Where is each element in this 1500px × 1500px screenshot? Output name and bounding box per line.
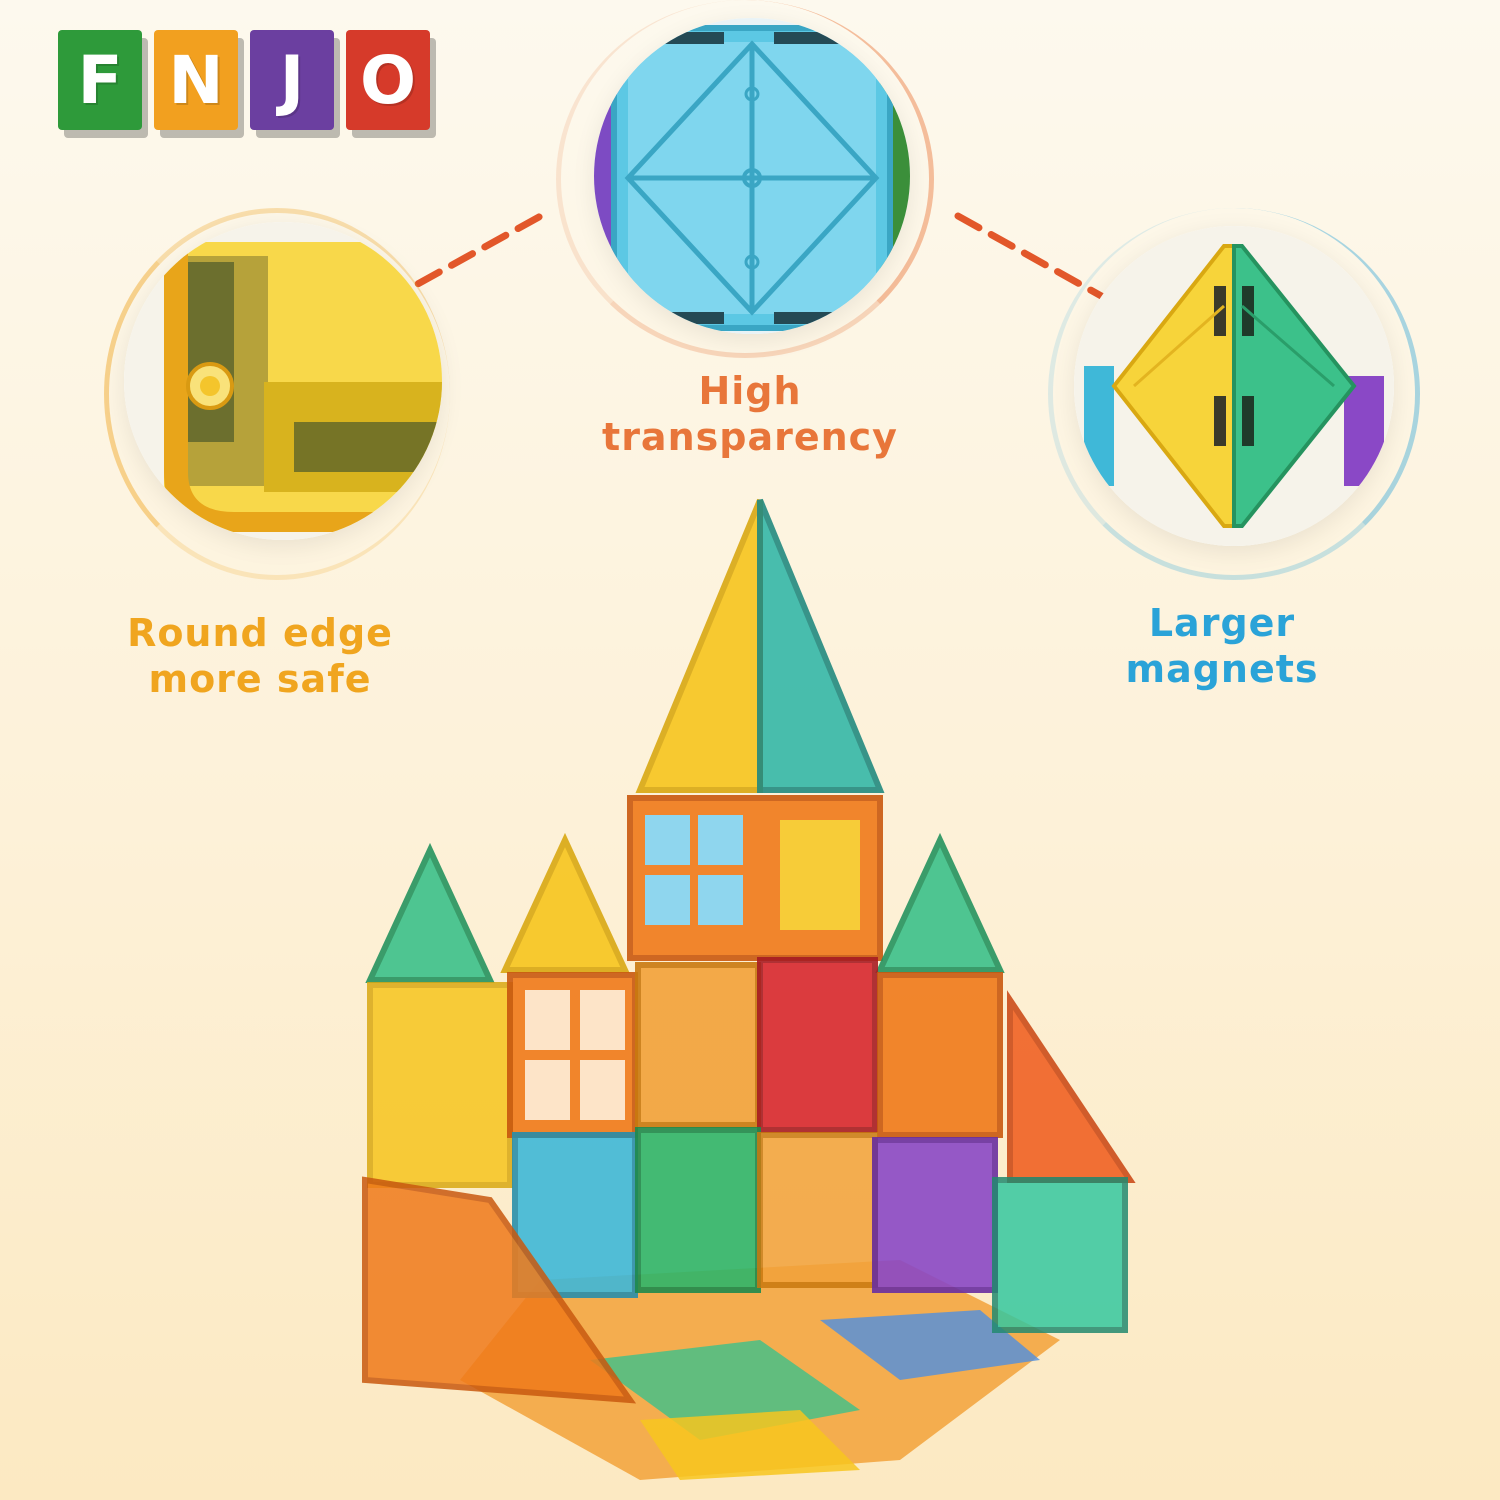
wall-red (757, 957, 878, 1133)
yellow-corner-image (124, 222, 442, 540)
connector-right (954, 212, 1116, 306)
magnets-ring (1048, 208, 1420, 580)
logo-letter-o: O (359, 41, 417, 119)
transparency-ring (556, 0, 934, 358)
wall-orange-low (757, 1132, 878, 1288)
wall-teal (992, 1177, 1128, 1333)
wall-window-1 (525, 990, 570, 1050)
pinnacle-left-2 (500, 832, 630, 973)
transparency-photo (594, 18, 910, 334)
pinnacle-left-1 (365, 842, 495, 983)
floor-tile-blue (820, 1310, 1040, 1380)
wall-window-2 (580, 990, 625, 1050)
logo-letter-f: F (77, 41, 123, 119)
logo-letter-n: N (168, 41, 224, 119)
wall-yellow (367, 982, 513, 1188)
magnet-tiles-image (1074, 226, 1394, 546)
feature-round-edge-line1: Round edge (127, 611, 393, 655)
pinnacle-right (875, 832, 1005, 973)
tower-yellow-panel (780, 820, 860, 930)
feature-transparency-line1: High (698, 369, 802, 413)
feature-magnets-line2: magnets (1125, 647, 1319, 691)
logo-block-o: O (346, 30, 430, 130)
feature-round-edge-line2: more safe (148, 657, 372, 701)
tower-window-1 (645, 815, 690, 865)
connector-left (381, 208, 552, 306)
wall-green (635, 1127, 761, 1293)
tower-window-4 (698, 875, 743, 925)
feature-magnets-line1: Larger (1148, 601, 1296, 645)
logo-letter-j: J (279, 41, 305, 119)
ramp-left (362, 1176, 637, 1404)
tile-castle-image (362, 498, 1136, 1480)
blue-tile-image (594, 18, 910, 334)
wall-window-4 (580, 1060, 625, 1120)
wall-orange-right (877, 972, 1003, 1138)
spire-right (757, 498, 885, 793)
floor-tile-yellow (640, 1410, 860, 1480)
ramp-right (1007, 990, 1136, 1183)
feature-magnets-label: Larger magnets (1052, 600, 1392, 692)
wall-window-3 (525, 1060, 570, 1120)
magnets-photo (1074, 226, 1394, 546)
wall-orange (635, 962, 761, 1128)
spire-left (635, 498, 763, 793)
brand-logo: F N J O (58, 30, 438, 142)
tower-window-2 (698, 815, 743, 865)
tower-window-3 (645, 875, 690, 925)
logo-block-f: F (58, 30, 142, 130)
feature-transparency-line2: transparency (602, 415, 898, 459)
wall-purple (872, 1137, 998, 1293)
logo-block-n: N (154, 30, 238, 130)
feature-round-edge-label: Round edge more safe (90, 610, 430, 702)
round-edge-ring (104, 208, 450, 580)
feature-transparency-label: High transparency (580, 368, 920, 460)
logo-block-j: J (250, 30, 334, 130)
round-edge-photo (124, 222, 442, 540)
